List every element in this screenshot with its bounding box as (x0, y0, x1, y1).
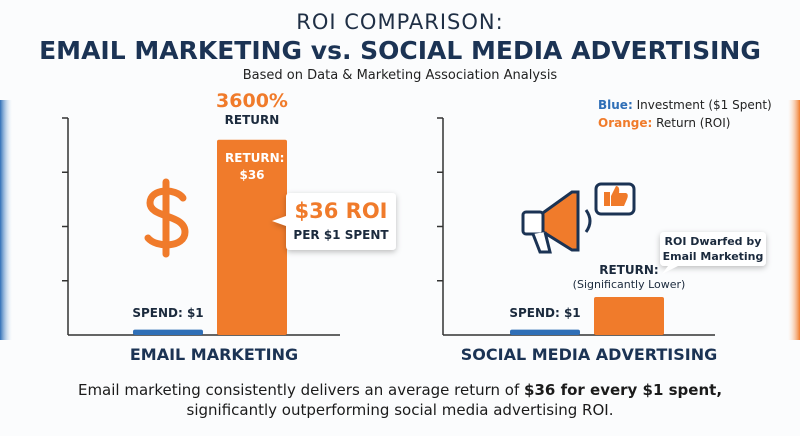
callout-box (660, 232, 766, 266)
dollar-icon (144, 178, 189, 258)
callout: ROI Dwarfed by Email Marketing (662, 235, 764, 263)
legend-key: Orange: (598, 116, 653, 130)
callout-pointer (662, 266, 678, 274)
megaphone-icon (521, 190, 592, 254)
annotation-percent: 3600% (216, 89, 288, 112)
bar (133, 329, 203, 335)
footer-text: Email marketing consistently delivers an… (77, 381, 525, 399)
bar (217, 139, 287, 335)
side-decor (0, 100, 12, 340)
like-icon (594, 182, 636, 216)
subtitle: Based on Data & Marketing Association An… (242, 68, 558, 83)
legend-item: Orange: Return (ROI) (598, 114, 772, 132)
footer-text: significantly outperforming social media… (186, 401, 614, 419)
side-decor (788, 100, 800, 340)
annotation-caption: RETURN (224, 112, 280, 127)
panel-title: EMAIL MARKETING (130, 345, 298, 364)
legend-text: Investment ($1 Spent) (636, 98, 772, 112)
legend-item: Blue: Investment ($1 Spent) (598, 96, 772, 114)
title-line1: ROI COMPARISON: (296, 10, 504, 34)
callout-box (272, 193, 396, 250)
title-line2: EMAIL MARKETING vs. SOCIAL MEDIA ADVERTI… (39, 36, 761, 65)
legend-text: Return (ROI) (656, 116, 731, 130)
callout-sub: PER $1 SPENT (293, 228, 389, 242)
bar (594, 297, 664, 335)
legend: Blue: Investment ($1 Spent) Orange: Retu… (598, 96, 772, 132)
callout-main: $36 ROI (294, 199, 388, 223)
panel-title: SOCIAL MEDIA ADVERTISING (461, 345, 717, 364)
annotation-note: (Significantly Lower) (572, 278, 686, 292)
value-label: SPEND: $1 (132, 305, 204, 320)
footer-emphasis: $36 for every $1 spent, (524, 381, 723, 399)
legend-key: Blue: (598, 98, 633, 112)
value-label: RETURN: $36 (225, 150, 285, 182)
value-label: SPEND: $1 (509, 305, 581, 320)
bar (510, 329, 580, 335)
value-label: RETURN: (599, 263, 659, 278)
footer: Email marketing consistently delivers an… (0, 380, 800, 420)
